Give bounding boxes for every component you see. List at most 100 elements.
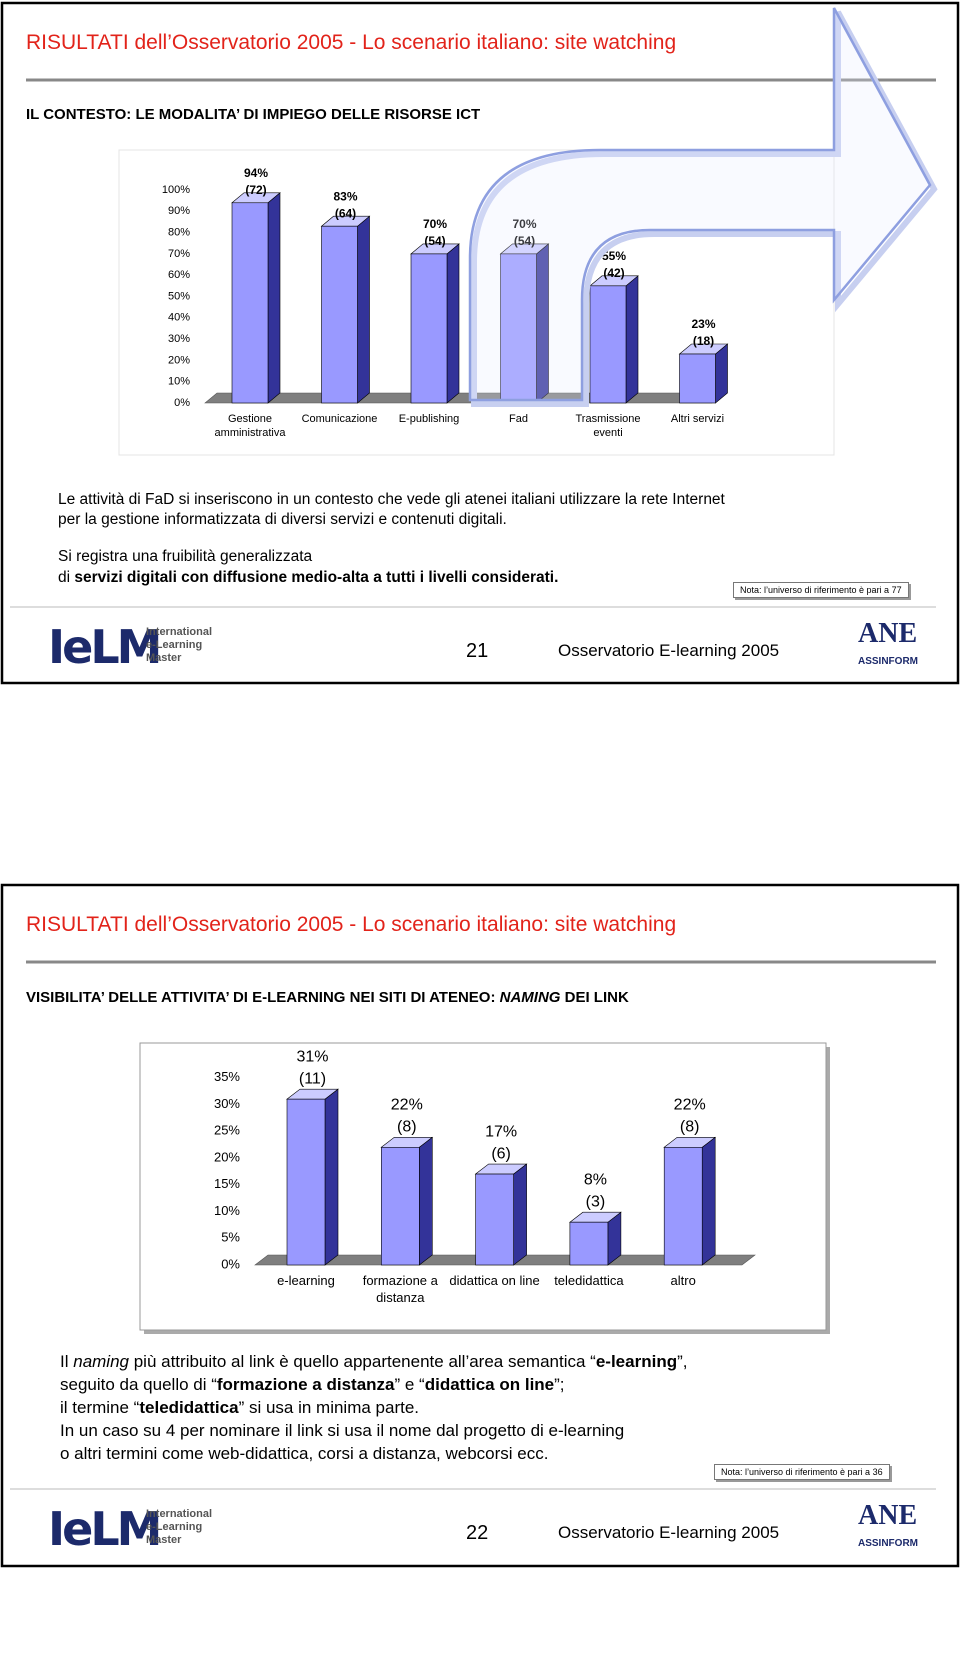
slide-frame <box>0 883 960 1568</box>
text-run: Le attività di FaD si inseriscono in un … <box>58 491 725 508</box>
value-label: 22% <box>391 1097 423 1114</box>
text-line: In un caso su 4 per nominare il link si … <box>60 1419 624 1442</box>
x-tick-label: Comunicazione <box>301 413 378 425</box>
footer-text: Osservatorio E-learning 2005 <box>558 641 780 660</box>
x-tick-label: Fad <box>509 413 528 425</box>
text-run: ” e “ <box>394 1375 425 1394</box>
charts: 0% 10% 20% 30% 40% 50% 60% 70% 80% 90% 100% 94% (72)… <box>162 166 756 1271</box>
subtitle-text: VISIBILITA’ DELLE ATTIVITA’ DI E-LEARNIN… <box>26 989 500 1006</box>
count-label: (8) <box>397 1119 417 1136</box>
y-tick-label: 90% <box>168 205 190 217</box>
text-run: seguito da quello di “ <box>60 1375 217 1394</box>
value-label: 70% <box>423 217 447 231</box>
arrow-outline <box>468 7 932 402</box>
x-tick-label: E-publishing <box>398 413 460 425</box>
logo-line: International <box>146 1508 213 1520</box>
y-tick-label: 15% <box>214 1176 240 1191</box>
bar <box>231 202 269 404</box>
bar <box>286 1098 326 1266</box>
count-label: (8) <box>680 1119 700 1136</box>
logo-line: e-Learning <box>146 639 203 651</box>
text-run: il termine “ <box>60 1398 140 1417</box>
logo-assinform: ASSINFORM <box>858 656 918 667</box>
note: Nota: l’universo di riferimento è pari a… <box>714 1464 890 1480</box>
text-run: ” si usa in minima parte. <box>238 1398 420 1417</box>
y-tick-label: 40% <box>168 312 190 324</box>
text-run-bold: e-learning <box>595 1352 678 1371</box>
subtitle-italic: NAMING <box>499 989 561 1006</box>
y-tick-label: 5% <box>221 1230 240 1245</box>
logo-ielm-text: International e-Learning Master <box>146 1508 212 1547</box>
count-label: (72) <box>245 183 266 197</box>
text-run: ”; <box>554 1375 565 1394</box>
y-tick-label: 50% <box>168 290 190 302</box>
bar-side <box>446 243 460 404</box>
y-tick-label: 0% <box>221 1256 240 1271</box>
value-label: 8% <box>584 1171 607 1188</box>
text-run: di <box>58 569 75 586</box>
text-run-bold: servizi digitali con diffusione medio-al… <box>74 569 559 586</box>
text-run-italic: naming <box>73 1352 129 1371</box>
x-tick-label: didattica on line <box>449 1273 540 1288</box>
text-line: Le attività di FaD si inseriscono in un … <box>58 490 725 510</box>
logo-line: e-Learning <box>146 1521 203 1533</box>
value-label: 94% <box>244 166 268 180</box>
y-tick-label: 60% <box>168 269 190 281</box>
x-tick-label: Gestione amministrativa <box>214 413 286 440</box>
count-label: (11) <box>299 1070 326 1087</box>
logo-ielm-text: International e-Learning Master <box>146 626 212 665</box>
bar <box>380 1147 420 1266</box>
value-label: 70% <box>512 217 536 231</box>
count-label: (18) <box>693 334 714 348</box>
slide-title: RISULTATI dell’Osservatorio 2005 - Lo sc… <box>26 31 677 54</box>
logo-line: International <box>146 626 213 638</box>
y-tick-label: 0% <box>174 397 190 409</box>
bar <box>475 1173 514 1266</box>
text-line: per la gestione informatizzata di divers… <box>58 510 507 530</box>
note: Nota: l’universo di riferimento è pari a… <box>733 582 909 598</box>
footer-text: Osservatorio E-learning 2005 <box>558 1523 780 1542</box>
bar <box>500 253 537 404</box>
page-number: 22 <box>466 1522 489 1544</box>
text-line: o altri termini come web-didattica, cors… <box>60 1442 548 1465</box>
y-tick-label: 35% <box>214 1069 240 1084</box>
text-line: di servizi digitali con diffusione medio… <box>58 568 558 588</box>
subtitle-text: DEI LINK <box>560 989 629 1006</box>
subtitle-text: IL CONTESTO: LE MODALITA’ DI IMPIEGO DEL… <box>26 106 481 123</box>
bar-side <box>324 1088 339 1266</box>
y-tick-label: 10% <box>168 376 190 388</box>
slide-subtitle: IL CONTESTO: LE MODALITA’ DI IMPIEGO DEL… <box>26 106 480 123</box>
bar <box>321 225 358 404</box>
text-run: o altri termini come web-didattica, cors… <box>60 1444 549 1463</box>
text-run-bold: didattica on line <box>424 1375 555 1394</box>
value-label: 17% <box>485 1123 517 1140</box>
bar-side <box>357 215 370 404</box>
count-label: (54) <box>514 234 535 248</box>
chart-floor <box>204 392 725 404</box>
count-label: (6) <box>491 1145 511 1162</box>
text-line: Il naming più attribuito al link è quell… <box>60 1350 687 1373</box>
text-run-bold: teledidattica <box>139 1398 239 1417</box>
count-label: (64) <box>335 206 356 220</box>
bar <box>663 1147 703 1266</box>
y-tick-label: 100% <box>162 184 190 196</box>
text-line: il termine “teledidattica” si usa in min… <box>60 1396 419 1419</box>
bar <box>569 1221 609 1266</box>
bar-side <box>625 275 639 404</box>
arrow <box>468 7 938 407</box>
logo-ielm: IeLM <box>48 620 162 674</box>
text-run: Si registra una fruibilità generalizzata <box>58 548 313 565</box>
value-label: 83% <box>333 189 357 203</box>
page-number: 21 <box>466 640 489 662</box>
logo-ane: ANE <box>858 1500 918 1531</box>
slide-frame <box>0 1 960 685</box>
value-label: 23% <box>691 317 715 331</box>
y-tick-label: 30% <box>214 1096 240 1111</box>
text-run-bold: formazione a distanza <box>216 1375 395 1394</box>
bar-side <box>701 1136 716 1266</box>
slide-subtitle: VISIBILITA’ DELLE ATTIVITA’ DI E-LEARNIN… <box>26 989 629 1006</box>
text-run: per la gestione informatizzata di divers… <box>58 511 507 528</box>
